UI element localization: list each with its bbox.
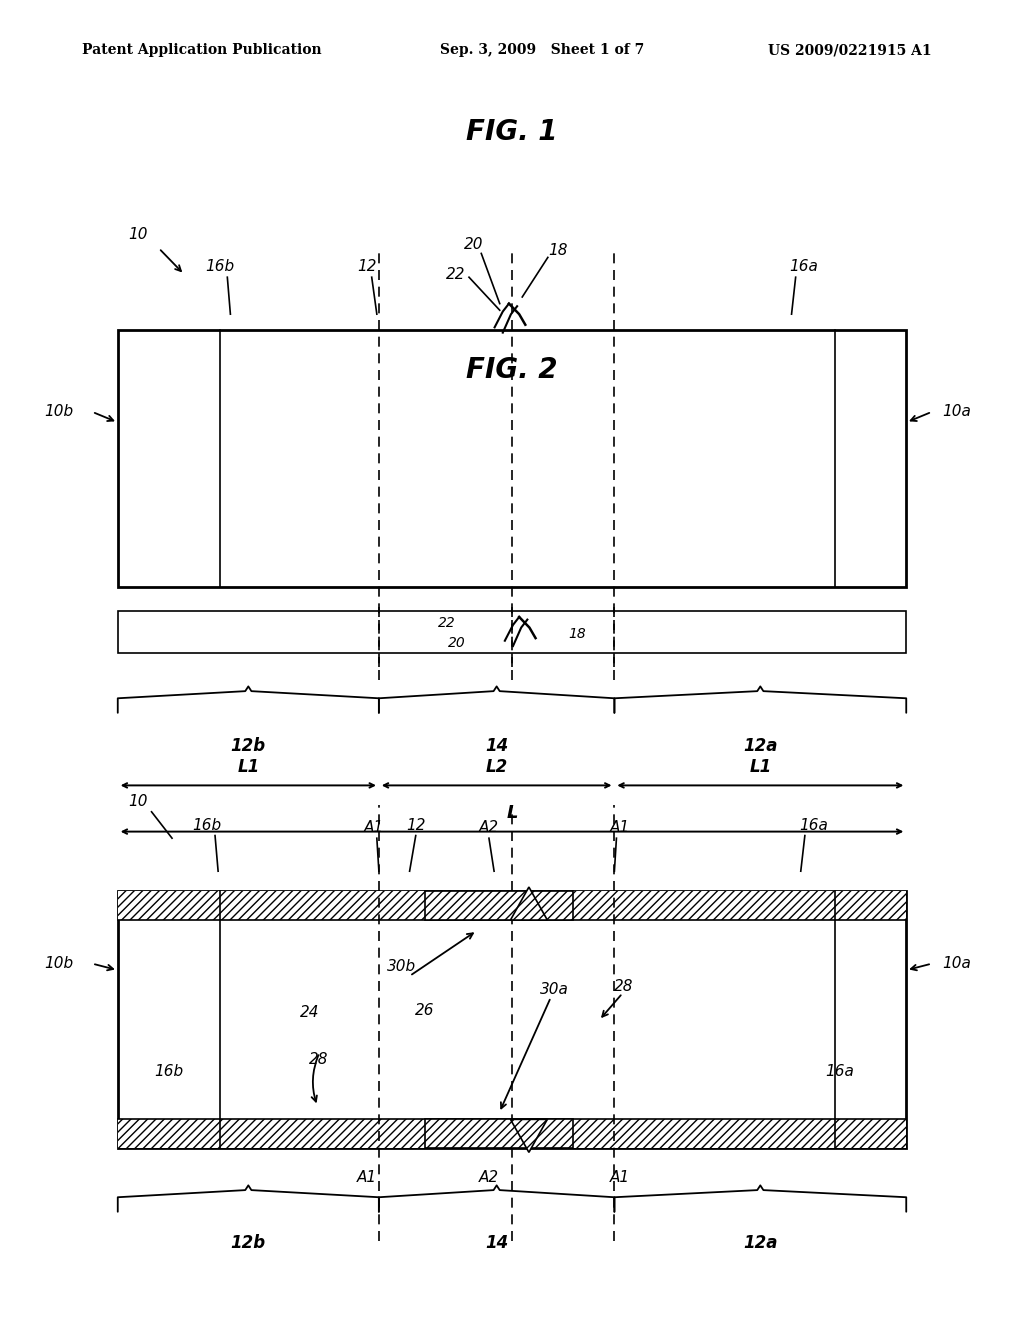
Text: 16a: 16a xyxy=(800,817,828,833)
Text: 12: 12 xyxy=(356,259,377,275)
Text: 12a: 12a xyxy=(743,737,777,755)
Text: L: L xyxy=(506,804,518,822)
Text: 14: 14 xyxy=(485,1234,508,1253)
Text: US 2009/0221915 A1: US 2009/0221915 A1 xyxy=(768,44,932,57)
Bar xyxy=(118,891,906,920)
Text: 12a: 12a xyxy=(743,1234,777,1253)
Text: Patent Application Publication: Patent Application Publication xyxy=(82,44,322,57)
Text: 10a: 10a xyxy=(942,956,971,972)
Text: 22: 22 xyxy=(445,267,466,282)
Text: 16b: 16b xyxy=(193,817,221,833)
Text: 16b: 16b xyxy=(206,259,234,275)
Bar xyxy=(118,891,906,1148)
Bar xyxy=(425,891,573,920)
Text: 12b: 12b xyxy=(230,737,266,755)
Text: 10: 10 xyxy=(128,227,148,243)
Text: L2: L2 xyxy=(485,758,508,776)
Text: 14: 14 xyxy=(485,737,508,755)
Polygon shape xyxy=(510,1119,547,1152)
Text: 16a: 16a xyxy=(825,1064,854,1078)
Text: 30a: 30a xyxy=(540,982,568,997)
Text: 18: 18 xyxy=(548,243,568,259)
Text: A2: A2 xyxy=(479,1170,499,1185)
Text: 30b: 30b xyxy=(387,960,416,974)
Text: 28: 28 xyxy=(614,979,634,994)
Text: A1: A1 xyxy=(609,820,630,836)
Text: 20: 20 xyxy=(449,636,466,649)
Text: 20: 20 xyxy=(464,236,484,252)
Polygon shape xyxy=(510,887,547,920)
Text: 10b: 10b xyxy=(45,956,74,972)
Bar xyxy=(118,611,906,653)
Text: FIG. 1: FIG. 1 xyxy=(466,117,558,147)
Text: FIG. 2: FIG. 2 xyxy=(466,355,558,384)
Text: 12: 12 xyxy=(406,817,426,833)
Text: A2: A2 xyxy=(479,820,499,836)
Text: 16a: 16a xyxy=(790,259,818,275)
Text: L1: L1 xyxy=(750,758,771,776)
Text: Sep. 3, 2009   Sheet 1 of 7: Sep. 3, 2009 Sheet 1 of 7 xyxy=(440,44,644,57)
Text: A1: A1 xyxy=(356,1170,377,1185)
Text: 10: 10 xyxy=(128,793,148,809)
Text: A1: A1 xyxy=(364,820,384,836)
Text: 10b: 10b xyxy=(45,404,74,420)
Text: 18: 18 xyxy=(568,627,586,642)
Bar xyxy=(425,1119,573,1148)
Text: 12b: 12b xyxy=(230,1234,266,1253)
Bar xyxy=(118,1119,906,1148)
Text: 26: 26 xyxy=(415,1003,435,1018)
Text: 10a: 10a xyxy=(942,404,971,420)
Text: 28: 28 xyxy=(309,1052,329,1067)
Bar xyxy=(118,330,906,587)
Text: 22: 22 xyxy=(438,616,456,630)
Text: L1: L1 xyxy=(238,758,259,776)
Text: 16b: 16b xyxy=(155,1064,183,1078)
Text: 24: 24 xyxy=(299,1006,319,1020)
Text: A1: A1 xyxy=(609,1170,630,1185)
